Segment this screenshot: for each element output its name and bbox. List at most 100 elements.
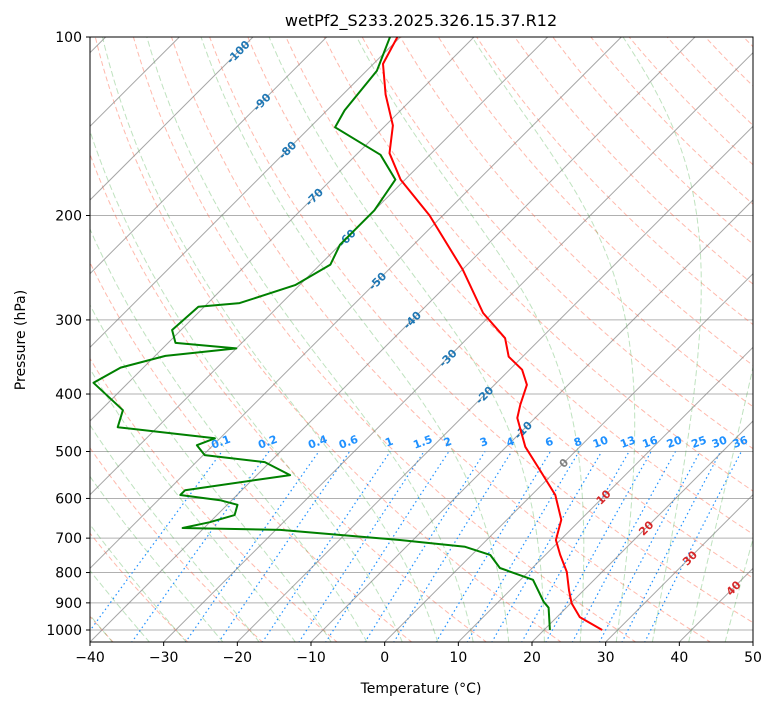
x-tick-label: 0: [380, 650, 389, 666]
isotherm: [531, 420, 753, 642]
mixing-ratio-label: 0.2: [256, 433, 279, 452]
dry-adiabats: [90, 37, 753, 642]
isotherm: [162, 51, 753, 642]
moist-adiabats: [90, 37, 753, 642]
temperature-line: [382, 37, 603, 631]
y-tick-label: 800: [55, 566, 82, 582]
x-tick-label: −40: [75, 650, 105, 666]
mixing-ratio-line: [131, 451, 270, 642]
x-tick-label: −30: [149, 650, 179, 666]
moist-adiabat: [622, 37, 702, 642]
isotherm: [383, 272, 753, 642]
moist-adiabat: [90, 367, 296, 642]
dry-adiabat: [476, 37, 753, 326]
isotherm: [90, 37, 401, 349]
moist-adiabat: [146, 37, 474, 642]
mixing-ratio-label: 10: [591, 433, 610, 451]
mixing-ratio-line: [466, 451, 580, 642]
mixing-ratio-label: 13: [618, 433, 637, 450]
mixing-ratio-line: [184, 451, 320, 642]
mixing-ratio-label: 8: [572, 435, 584, 450]
dry-adiabat: [437, 37, 753, 367]
moist-adiabat: [200, 37, 510, 642]
moist-adiabat: [688, 364, 753, 642]
mixing-ratio-line: [364, 451, 486, 642]
isotherm: [90, 37, 254, 201]
dry-adiabat: [94, 37, 562, 642]
y-tick-label: 300: [55, 313, 82, 329]
dry-adiabat: [90, 261, 413, 642]
mixing-ratio-label: 30: [710, 433, 729, 451]
moist-adiabat: [90, 475, 224, 642]
y-tick-label: 1000: [46, 623, 82, 639]
moist-adiabat: [471, 37, 636, 642]
mixing-ratio-line: [298, 451, 425, 642]
dewpoint-line: [92, 37, 551, 631]
isotherm: [604, 493, 753, 642]
moist-adiabat: [90, 523, 187, 642]
x-tick-label: 30: [597, 650, 615, 666]
mixing-ratio-line: [90, 451, 223, 632]
mixing-ratio-label: 36: [731, 433, 750, 451]
x-tick-label: −20: [223, 650, 253, 666]
isotherm: [90, 37, 696, 642]
isotherm: [90, 37, 622, 570]
y-tick-label: 400: [55, 387, 82, 403]
dry-adiabat: [285, 37, 753, 535]
dry-adiabat: [132, 37, 637, 642]
chart-title: wetPf2_S233.2025.326.15.37.R12: [285, 11, 557, 31]
moist-adiabat: [90, 129, 403, 642]
y-tick-label: 900: [55, 596, 82, 612]
x-tick-label: 50: [744, 650, 762, 666]
plot-frame: [89, 36, 754, 643]
y-tick-label: 100: [55, 30, 82, 46]
moist-adiabat: [90, 227, 368, 642]
mixing-ratio-line: [521, 451, 630, 642]
plot-area: 0.1 0.2 0.4 0.6 1 1.5 2 3 4 6 8 10 13 16 20 25 30 36-100-…: [90, 37, 753, 642]
dry-adiabat: [399, 37, 753, 408]
dry-adiabat: [171, 37, 712, 642]
mixing-ratio-label: 16: [641, 433, 660, 451]
mixing-ratio-line: [435, 451, 552, 642]
mixing-ratio-label: 2: [442, 435, 454, 450]
isotherm: [90, 37, 328, 275]
moist-adiabat: [356, 37, 585, 642]
mixing-ratio-label: 6: [543, 435, 555, 450]
mixing-ratio-label: 1: [383, 435, 395, 450]
mixing-ratio-line: [325, 451, 450, 642]
dry-adiabat: [590, 37, 753, 205]
moist-adiabat: [90, 424, 260, 642]
mixing-ratio-label: 0.6: [337, 433, 360, 452]
y-tick-label: 700: [55, 531, 82, 547]
dry-adiabat: [90, 532, 189, 642]
isotherm: [457, 346, 753, 642]
isotherm: [236, 125, 753, 642]
y-axis: 100 200 300 400 500 600 700 800 900 1000: [46, 30, 90, 639]
y-tick-label: 500: [55, 444, 82, 460]
x-tick-label: 20: [523, 650, 541, 666]
y-axis-label: Pressure (hPa): [13, 290, 29, 390]
profiles: [92, 37, 603, 631]
mixing-ratio-label: 25: [690, 433, 709, 450]
mixing-ratio-label: 0.4: [306, 433, 329, 452]
mixing-ratio-label: 20: [665, 433, 684, 451]
dry-adiabat: [323, 37, 753, 492]
x-tick-label: 10: [449, 650, 467, 666]
isotherms: [90, 37, 753, 642]
isotherm: [90, 37, 475, 422]
y-tick-label: 600: [55, 491, 82, 507]
mixing-ratio-line: [491, 451, 603, 642]
x-tick-label: −10: [296, 650, 326, 666]
dry-adiabat: [209, 37, 753, 624]
mixing-ratio-label: 3: [478, 435, 490, 450]
dry-adiabat: [552, 37, 753, 245]
mixing-ratio-label: 4: [505, 435, 517, 450]
x-axis: −40 −30 −20 −10 0 10 20 30 40 50: [75, 642, 762, 666]
dry-adiabat: [247, 37, 753, 579]
isotherm: [90, 37, 549, 496]
mixing-ratio-label: 1.5: [411, 433, 434, 452]
mixing-ratio-line: [571, 451, 677, 642]
moist-adiabat: [268, 37, 545, 642]
